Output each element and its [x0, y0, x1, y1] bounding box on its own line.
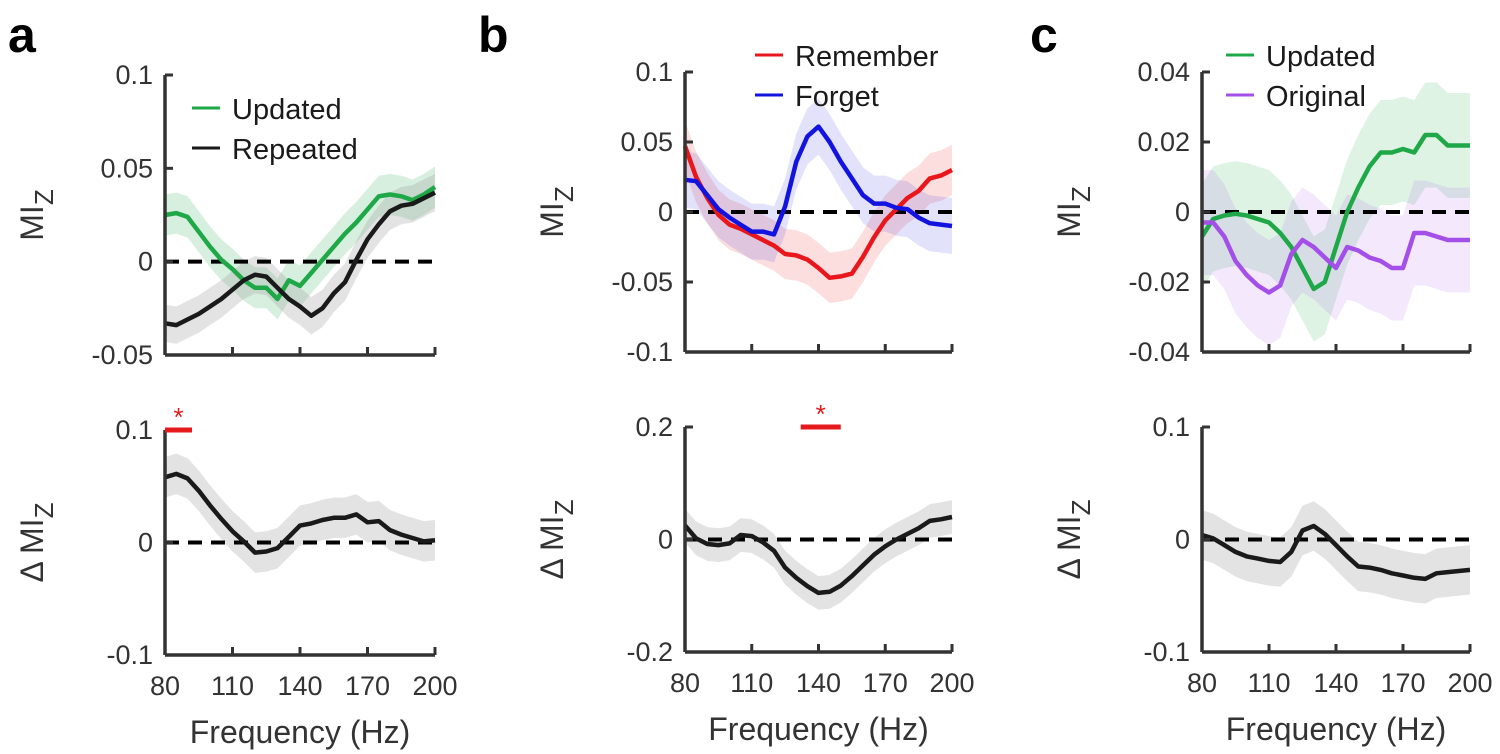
error-band-c_top-1: [1202, 170, 1470, 345]
x-tick-label-b_bottom-3: 170: [863, 668, 908, 698]
x-tick-label-c_bottom-3: 170: [1380, 668, 1425, 698]
y-tick-label-a_top-3: 0.1: [115, 60, 153, 90]
y-axis-label-a_bottom-subscript: Z: [29, 502, 59, 518]
panel-label-c: c: [1030, 7, 1058, 63]
y-tick-label-c_top-2: 0: [1175, 197, 1190, 227]
series-line-a_top-1: [164, 190, 437, 328]
y-tick-label-b_top-3: 0.05: [620, 127, 673, 157]
y-tick-label-c_bottom-1: 0: [1175, 525, 1190, 555]
x-axis-label-c_bottom: Frequency (Hz): [1226, 711, 1447, 747]
y-axis-label-b_bottom: Δ MIZ: [534, 499, 579, 579]
y-tick-label-c_bottom-2: 0.1: [1152, 412, 1190, 442]
error-band-c_bottom-0: [1202, 501, 1470, 604]
x-axis-label-b_bottom: Frequency (Hz): [708, 711, 929, 747]
y-tick-label-a_bottom-1: 0: [138, 528, 153, 558]
y-axis-label-c_bottom-subscript: Z: [1066, 499, 1096, 515]
x-tick-label-a_bottom-2: 140: [277, 671, 322, 701]
axes-a_top: -0.05 0 0.05 0.1 MIZ Updated Repeated: [14, 60, 437, 370]
y-axis-label-a_bottom: Δ MIZ: [14, 502, 59, 582]
series-line-a_bottom-0: [164, 471, 436, 555]
y-tick-label-c_bottom-0: -0.1: [1143, 637, 1190, 667]
x-tick-label-c_bottom-2: 140: [1313, 668, 1358, 698]
y-tick-label-b_bottom-1: 0: [658, 525, 673, 555]
y-tick-label-a_top-2: 0.05: [100, 153, 153, 183]
significance-star-b_bottom: *: [816, 399, 826, 429]
series-line-b_bottom-0: [683, 514, 953, 596]
y-tick-label-a_bottom-2: 0.1: [115, 415, 153, 445]
axes-c_top: -0.04 -0.02 0 0.02 0.04 MIZ Updated Original: [1051, 41, 1472, 367]
y-tick-label-a_bottom-0: -0.1: [106, 640, 153, 670]
y-tick-label-c_top-0: -0.04: [1128, 337, 1190, 367]
x-tick-label-b_bottom-2: 140: [796, 668, 841, 698]
error-band-b_bottom-0: [685, 500, 952, 610]
y-tick-label-c_top-1: -0.02: [1128, 267, 1190, 297]
y-tick-label-c_top-3: 0.02: [1137, 127, 1190, 157]
y-tick-label-c_top-4: 0.04: [1137, 57, 1190, 87]
y-tick-label-b_top-4: 0.1: [635, 57, 673, 87]
x-tick-label-b_bottom-4: 200: [929, 668, 974, 698]
axes-b_top: -0.1 -0.05 0 0.05 0.1 MIZ Remember Forget: [534, 41, 954, 367]
y-tick-label-b_top-1: -0.05: [611, 267, 673, 297]
y-axis-label-c_top: MIZ: [1051, 186, 1096, 238]
panel-label-b: b: [478, 7, 509, 63]
series-line-c_bottom-0: [1201, 523, 1471, 582]
y-tick-label-b_top-2: 0: [658, 197, 673, 227]
series-line-c_top-0: [1200, 132, 1470, 292]
legend-label-b_top-0: Remember: [795, 41, 939, 73]
x-axis-label-a_bottom: Frequency (Hz): [190, 714, 411, 750]
y-tick-label-a_top-1: 0: [138, 247, 153, 277]
error-band-a_bottom-0: [165, 453, 435, 573]
y-axis-label-b_top: MIZ: [534, 186, 579, 238]
x-tick-label-b_bottom-1: 110: [730, 668, 773, 698]
y-axis-label-c_bottom-text: Δ MI: [1051, 515, 1087, 579]
series-line-b_top-1: [684, 124, 953, 237]
legend-label-c_top-0: Updated: [1266, 41, 1376, 73]
y-axis-label-c_top-subscript: Z: [1066, 186, 1096, 202]
y-axis-label-a_bottom-text: Δ MI: [14, 518, 50, 582]
legend-label-c_top-1: Original: [1266, 81, 1366, 113]
y-tick-label-b_top-0: -0.1: [626, 337, 673, 367]
legend-label-a_top-0: Updated: [232, 94, 342, 126]
y-axis-label-b_top-subscript: Z: [549, 186, 579, 202]
error-band-a_top-0: [165, 166, 435, 320]
series-line-a_top-0: [164, 185, 437, 302]
y-axis-label-a_top-subscript: Z: [29, 189, 59, 205]
y-axis-label-b_bottom-subscript: Z: [549, 499, 579, 515]
panel-label-a: a: [8, 7, 37, 63]
x-tick-label-b_bottom-0: 80: [670, 668, 700, 698]
x-tick-label-a_bottom-3: 170: [345, 671, 390, 701]
x-tick-label-c_bottom-0: 80: [1187, 668, 1217, 698]
y-axis-label-b_top-text: MI: [534, 202, 570, 238]
x-tick-label-a_bottom-0: 80: [150, 671, 180, 701]
significance-star-a_bottom: *: [173, 402, 183, 432]
y-axis-label-c_top-text: MI: [1051, 202, 1087, 238]
x-tick-label-c_bottom-1: 110: [1247, 668, 1290, 698]
y-axis-label-a_top-text: MI: [14, 205, 50, 241]
x-tick-label-a_bottom-4: 200: [412, 671, 457, 701]
y-axis-label-c_bottom: Δ MIZ: [1051, 499, 1096, 579]
error-band-b_top-0: [685, 121, 952, 303]
y-tick-label-b_bottom-0: -0.2: [626, 637, 673, 667]
y-axis-label-b_bottom-text: Δ MI: [534, 515, 570, 579]
y-tick-label-b_bottom-2: 0.2: [635, 412, 673, 442]
x-tick-label-a_bottom-1: 110: [211, 671, 254, 701]
series-line-b_top-0: [682, 145, 954, 281]
series-line-c_top-1: [1202, 220, 1470, 295]
y-axis-label-a_top: MIZ: [14, 189, 59, 241]
x-tick-label-c_bottom-4: 200: [1447, 668, 1492, 698]
legend-label-b_top-1: Forget: [795, 81, 879, 113]
y-tick-label-a_top-0: -0.05: [91, 340, 153, 370]
legend-label-a_top-1: Repeated: [232, 134, 358, 166]
error-band-a_top-1: [165, 173, 435, 344]
